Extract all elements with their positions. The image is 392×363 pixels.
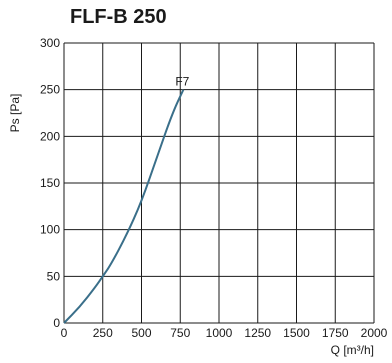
x-tick-label: 750 xyxy=(170,326,190,340)
x-tick-label: 2000 xyxy=(361,326,388,340)
series-line xyxy=(63,89,185,324)
x-tick-label: 1500 xyxy=(283,326,310,340)
x-tick-label: 500 xyxy=(131,326,151,340)
y-tick-label: 300 xyxy=(40,36,60,50)
x-ticks: 0 250 500 750 1000 1250 1500 1750 2000 xyxy=(61,326,388,340)
x-tick-label: 1250 xyxy=(244,326,271,340)
y-tick-label: 0 xyxy=(53,316,60,330)
x-tick-label: 1750 xyxy=(322,326,349,340)
y-tick-label: 250 xyxy=(40,83,60,97)
y-axis-label: Ps [Pa] xyxy=(8,94,22,133)
x-tick-label: 1000 xyxy=(206,326,233,340)
series-label: F7 xyxy=(175,75,189,89)
chart-title: FLF-B 250 xyxy=(70,6,167,28)
y-tick-label: 150 xyxy=(40,176,60,190)
y-tick-label: 100 xyxy=(40,223,60,237)
grid xyxy=(63,42,375,324)
x-tick-label: 250 xyxy=(93,326,113,340)
x-tick-label: 0 xyxy=(61,326,68,340)
x-axis-label: Q [m³/h] xyxy=(331,343,374,357)
y-ticks: 0 50 100 150 200 250 300 xyxy=(40,36,60,330)
series-layer: F7 xyxy=(63,75,190,324)
y-tick-label: 200 xyxy=(40,129,60,143)
y-tick-label: 50 xyxy=(47,269,61,283)
